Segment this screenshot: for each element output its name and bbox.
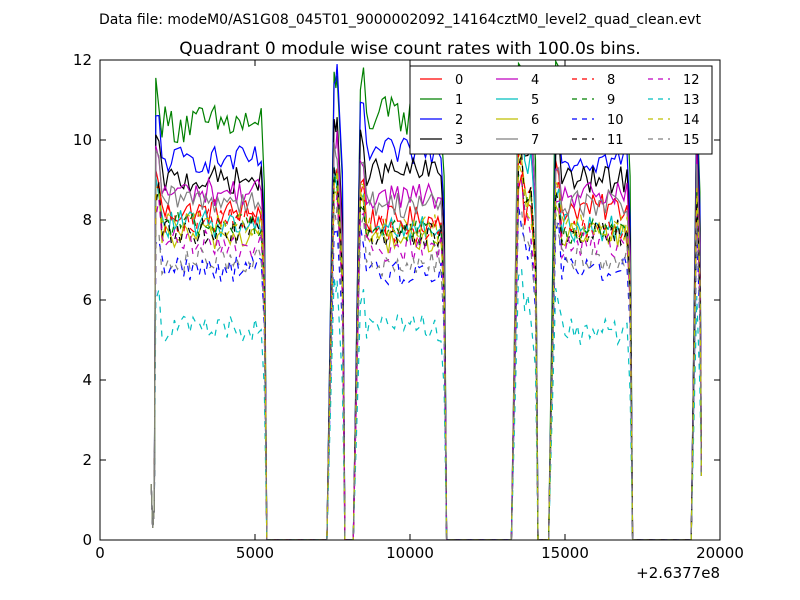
legend-label: 9 bbox=[607, 93, 615, 108]
legend-label: 4 bbox=[531, 73, 539, 88]
legend-label: 8 bbox=[607, 73, 615, 88]
y-tick-label: 0 bbox=[82, 531, 92, 549]
series-line-2 bbox=[150, 64, 702, 540]
series-line-14 bbox=[150, 162, 702, 540]
legend-label: 14 bbox=[683, 113, 700, 128]
y-tick-label: 12 bbox=[73, 51, 92, 69]
series-line-0 bbox=[150, 160, 702, 540]
legend-label: 6 bbox=[531, 113, 539, 128]
legend-label: 13 bbox=[683, 93, 700, 108]
x-tick-label: 0 bbox=[95, 544, 105, 562]
legend-label: 2 bbox=[455, 113, 463, 128]
x-axis: 0 5000 10000 15000 20000 bbox=[95, 60, 744, 562]
series-line-10 bbox=[150, 204, 702, 540]
chart-title: Quadrant 0 module wise count rates with … bbox=[179, 39, 640, 59]
x-tick-label: 20000 bbox=[696, 544, 744, 562]
legend-label: 1 bbox=[455, 93, 463, 108]
y-tick-label: 6 bbox=[82, 291, 92, 309]
series-line-13 bbox=[150, 268, 702, 540]
legend-label: 11 bbox=[607, 133, 624, 148]
legend-label: 15 bbox=[683, 133, 700, 148]
x-tick-label: 15000 bbox=[541, 544, 589, 562]
legend-label: 5 bbox=[531, 93, 539, 108]
x-axis-offset-label: +2.6377e8 bbox=[636, 564, 720, 582]
y-tick-label: 10 bbox=[73, 131, 92, 149]
series-line-9 bbox=[150, 172, 702, 540]
series-line-11 bbox=[150, 152, 702, 540]
x-tick-label: 5000 bbox=[236, 544, 274, 562]
y-tick-label: 8 bbox=[82, 211, 92, 229]
figure-suptitle: Data file: modeM0/AS1G08_045T01_90000020… bbox=[99, 12, 701, 28]
y-tick-label: 2 bbox=[82, 451, 92, 469]
legend-label: 12 bbox=[683, 73, 700, 88]
series-line-8 bbox=[150, 152, 702, 540]
plot-lines bbox=[150, 60, 702, 540]
series-line-15 bbox=[150, 203, 702, 540]
legend-label: 3 bbox=[455, 133, 463, 148]
series-line-3 bbox=[150, 117, 702, 540]
y-tick-label: 4 bbox=[82, 371, 92, 389]
series-line-12 bbox=[150, 176, 702, 540]
series-line-7 bbox=[150, 90, 702, 540]
legend-label: 0 bbox=[455, 73, 463, 88]
legend-label: 10 bbox=[607, 113, 624, 128]
legend-label: 7 bbox=[531, 133, 539, 148]
x-tick-label: 10000 bbox=[386, 544, 434, 562]
series-line-4 bbox=[150, 97, 702, 540]
